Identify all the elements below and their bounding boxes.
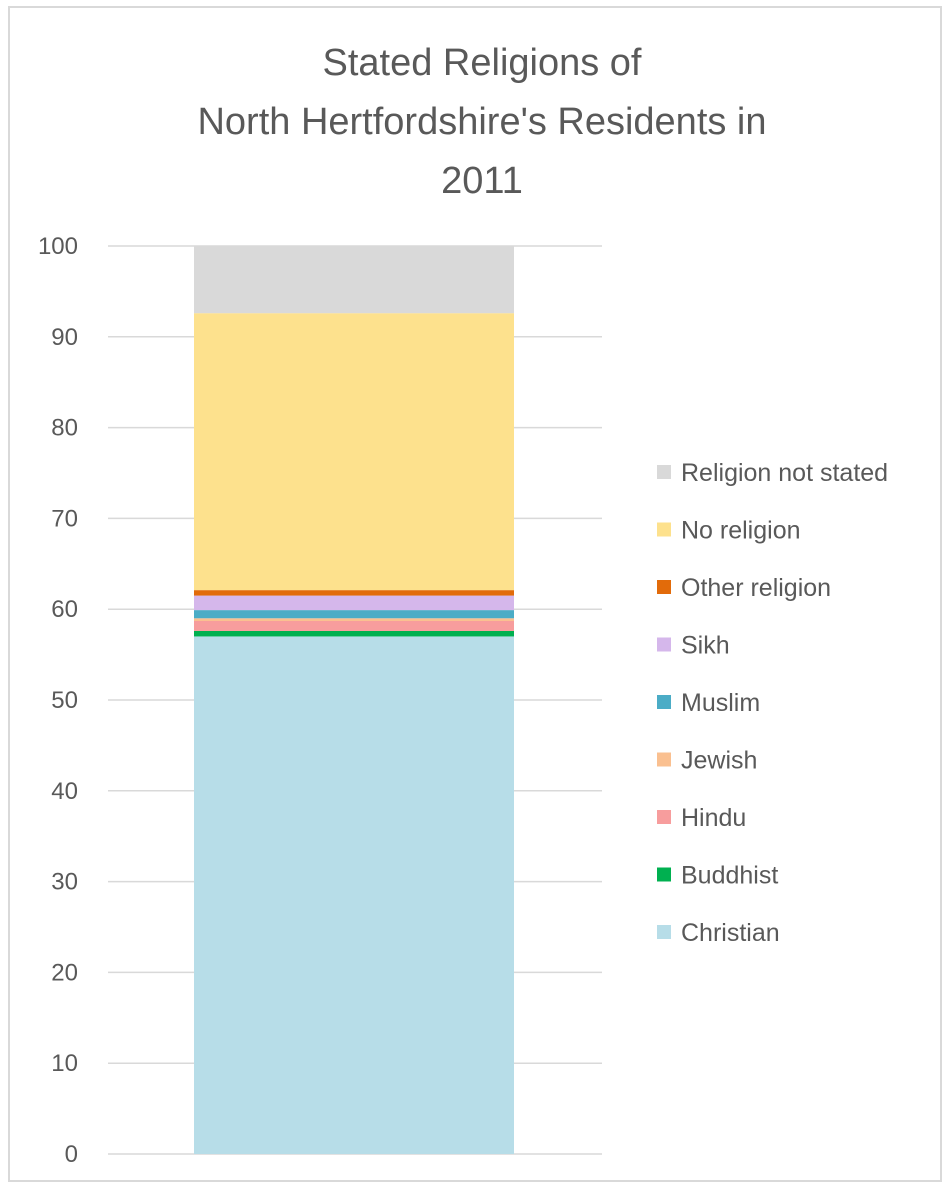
bar-segments bbox=[194, 246, 514, 1154]
y-tick-label-70: 70 bbox=[51, 505, 78, 532]
bar-segment-sikh bbox=[194, 596, 514, 611]
bar-segment-hindu bbox=[194, 621, 514, 631]
legend-swatch-muslim bbox=[657, 695, 671, 709]
y-tick-label-20: 20 bbox=[51, 959, 78, 986]
legend-label-buddhist: Buddhist bbox=[681, 862, 778, 890]
legend-label-sikh: Sikh bbox=[681, 632, 730, 660]
legend-swatch-hindu bbox=[657, 810, 671, 824]
legend-label-christian: Christian bbox=[681, 919, 780, 947]
chart-title-line-3: 2011 bbox=[441, 160, 523, 202]
y-tick-label-30: 30 bbox=[51, 869, 78, 896]
legend-swatch-jewish bbox=[657, 753, 671, 767]
chart-title: Stated Religions of North Hertfordshire'… bbox=[197, 42, 766, 202]
bar-segment-other-religion bbox=[194, 590, 514, 595]
y-tick-label-100: 100 bbox=[38, 233, 78, 260]
y-tick-label-80: 80 bbox=[51, 415, 78, 442]
legend-label-hindu: Hindu bbox=[681, 804, 746, 832]
legend-label-muslim: Muslim bbox=[681, 689, 760, 717]
bar-segment-christian bbox=[194, 636, 514, 1154]
chart-title-line-2: North Hertfordshire's Residents in bbox=[197, 101, 766, 143]
y-axis-tick-labels: 0 10 20 30 40 50 60 70 80 90 100 bbox=[38, 233, 78, 1168]
y-tick-label-90: 90 bbox=[51, 324, 78, 351]
bar-segment-no-religion bbox=[194, 313, 514, 590]
bar-segment-muslim bbox=[194, 610, 514, 618]
legend-label-no-religion: No religion bbox=[681, 517, 801, 545]
y-tick-label-50: 50 bbox=[51, 687, 78, 714]
legend-swatch-buddhist bbox=[657, 868, 671, 882]
legend: Religion not stated No religion Other reli… bbox=[657, 459, 888, 947]
legend-label-other-religion: Other religion bbox=[681, 574, 831, 602]
y-tick-label-40: 40 bbox=[51, 778, 78, 805]
legend-swatch-sikh bbox=[657, 638, 671, 652]
legend-swatch-no-religion bbox=[657, 523, 671, 537]
y-tick-label-60: 60 bbox=[51, 596, 78, 623]
chart-title-line-1: Stated Religions of bbox=[323, 42, 642, 84]
bar-segment-buddhist bbox=[194, 631, 514, 636]
legend-swatch-other-religion bbox=[657, 580, 671, 594]
y-tick-label-10: 10 bbox=[51, 1050, 78, 1077]
y-tick-label-0: 0 bbox=[65, 1141, 78, 1168]
legend-label-religion-not-stated: Religion not stated bbox=[681, 459, 888, 487]
legend-label-jewish: Jewish bbox=[681, 747, 757, 775]
legend-swatch-religion-not-stated bbox=[657, 465, 671, 479]
legend-swatch-christian bbox=[657, 925, 671, 939]
bar-segment-jewish bbox=[194, 618, 514, 621]
bar-segment-religion-not-stated bbox=[194, 246, 514, 313]
